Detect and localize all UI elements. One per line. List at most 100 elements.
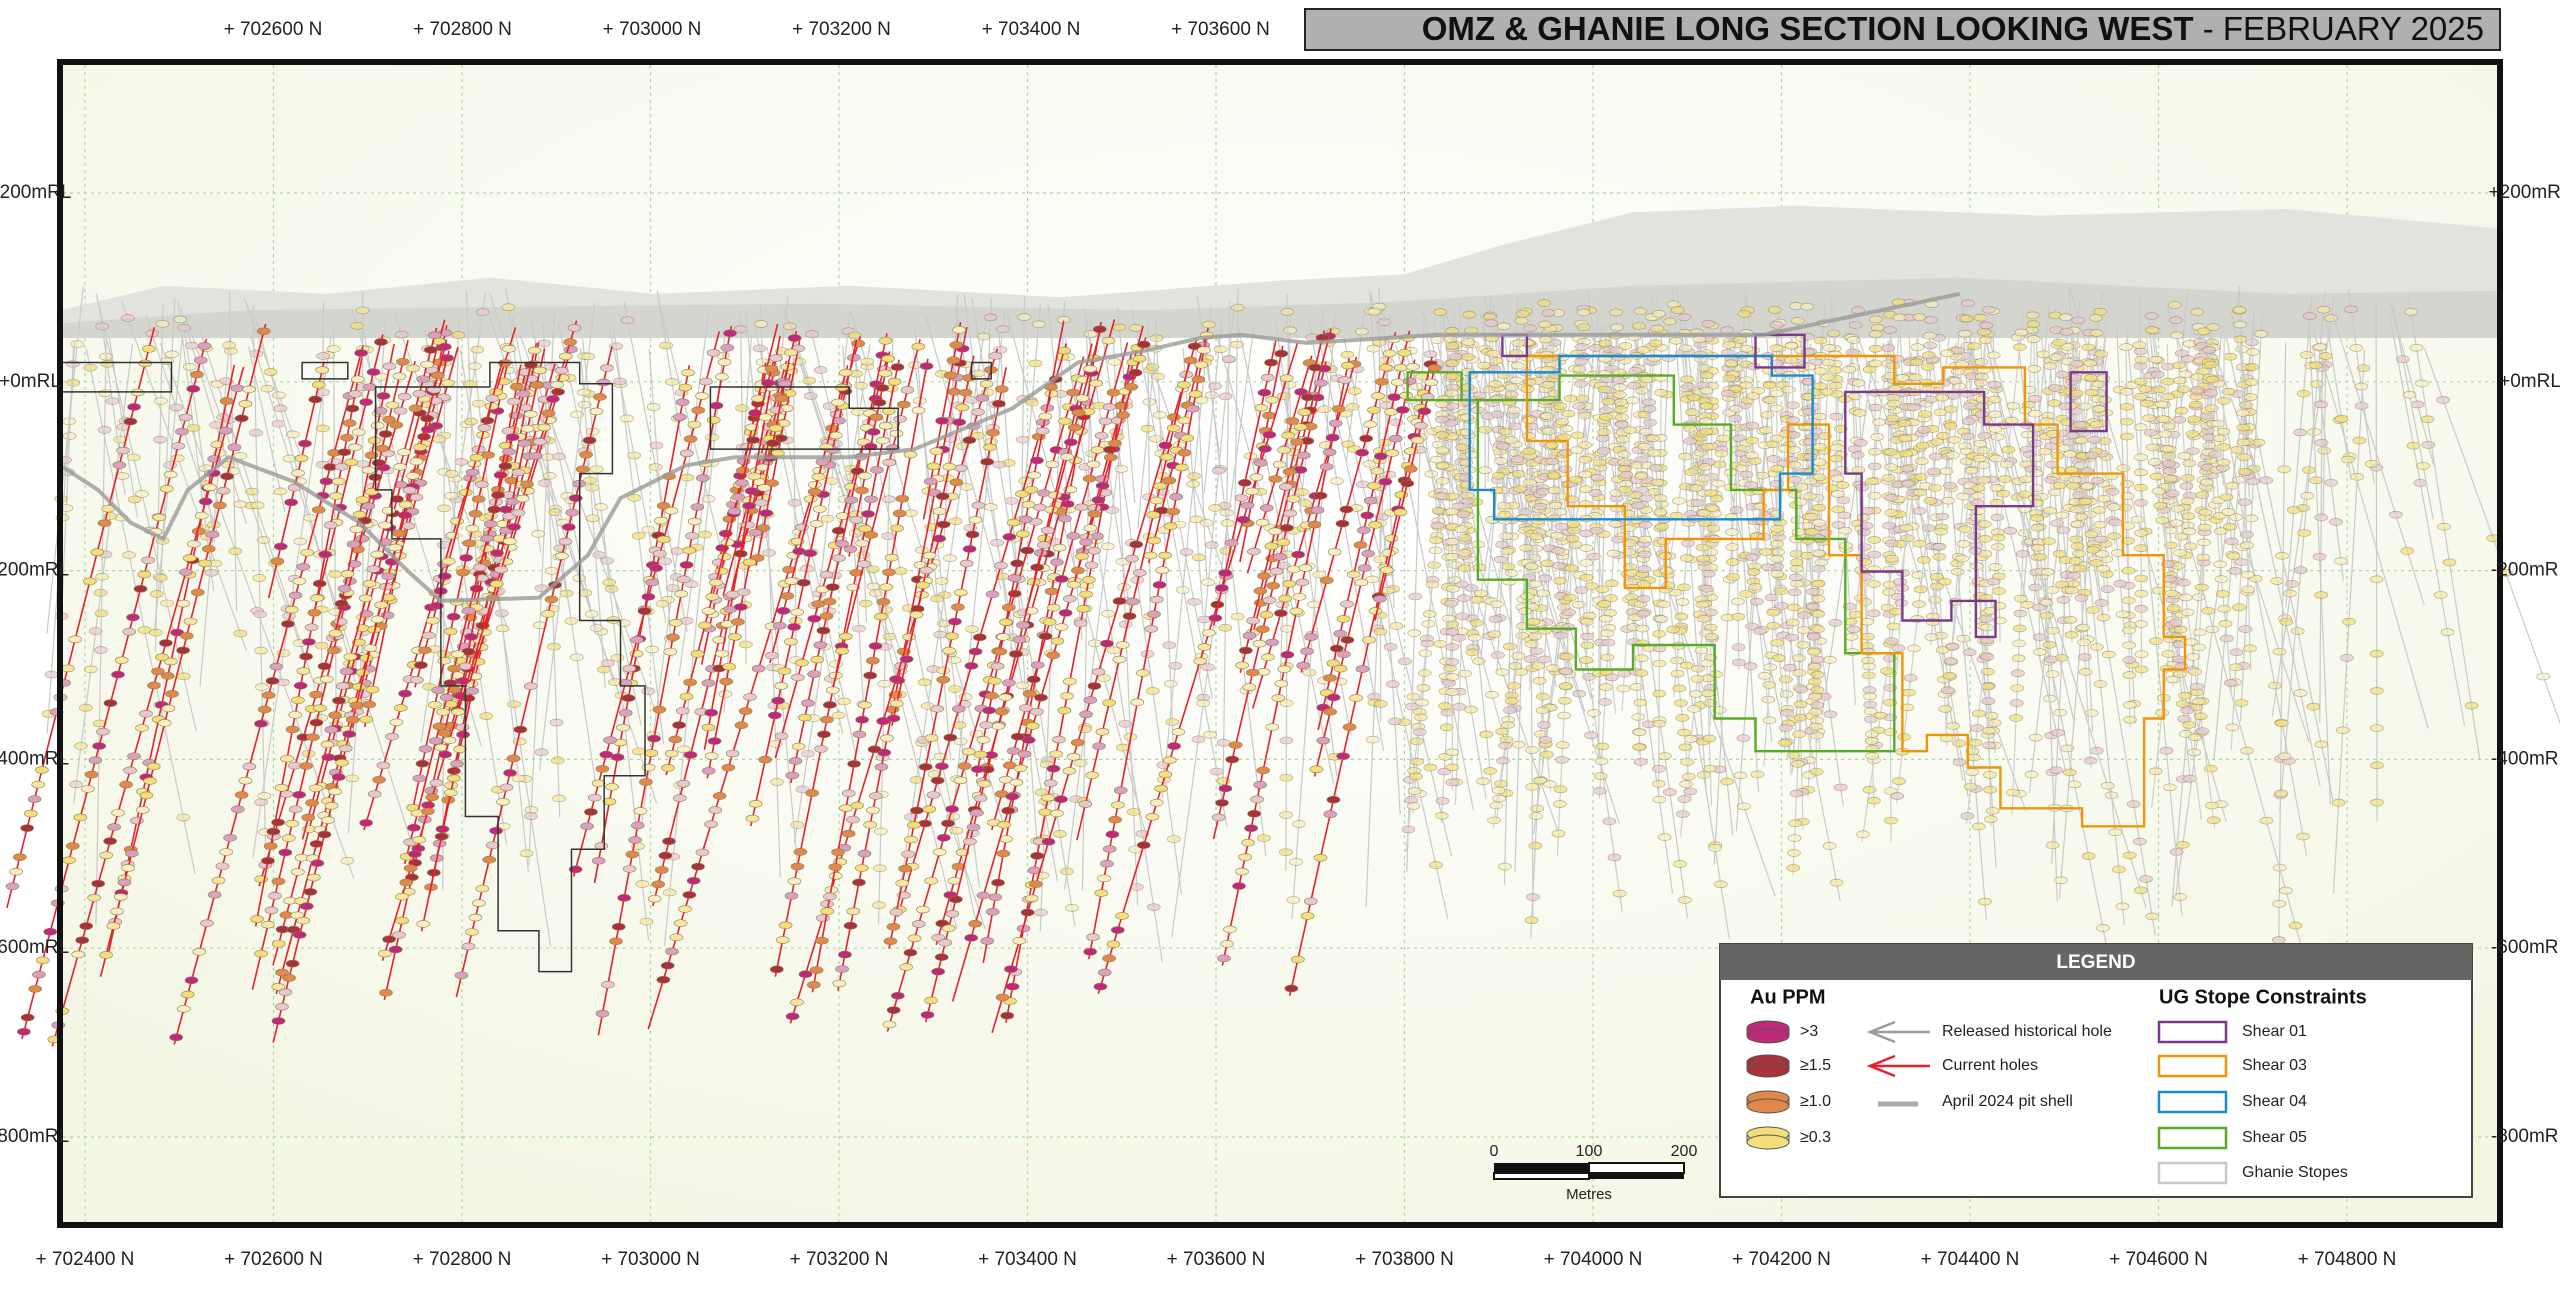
intercept xyxy=(2234,336,2247,343)
intercept xyxy=(1390,622,1403,629)
intercept xyxy=(1163,757,1176,764)
intercept xyxy=(2404,308,2417,315)
intercept xyxy=(2310,362,2323,369)
intercept xyxy=(422,632,435,639)
intercept xyxy=(1523,325,1536,332)
intercept xyxy=(2167,605,2180,612)
intercept xyxy=(814,367,827,374)
intercept xyxy=(2297,390,2310,397)
intercept xyxy=(1223,926,1236,933)
intercept xyxy=(1172,728,1185,735)
intercept xyxy=(111,671,124,678)
intercept xyxy=(2329,518,2342,525)
intercept xyxy=(1618,670,1631,677)
intercept xyxy=(2000,461,2013,468)
intercept xyxy=(1465,451,1478,458)
intercept xyxy=(2114,580,2127,587)
intercept xyxy=(98,426,111,433)
intercept xyxy=(2090,421,2103,428)
intercept xyxy=(1470,596,1483,603)
intercept xyxy=(1479,467,1492,474)
intercept xyxy=(2273,648,2286,655)
intercept xyxy=(94,647,107,654)
intercept xyxy=(1771,510,1784,517)
intercept xyxy=(663,889,676,896)
intercept xyxy=(2211,420,2224,427)
intercept xyxy=(472,400,485,407)
intercept xyxy=(872,902,885,909)
intercept xyxy=(1635,655,1648,662)
intercept xyxy=(1942,497,1955,504)
intercept xyxy=(368,791,381,798)
intercept xyxy=(1155,785,1168,792)
intercept xyxy=(1745,452,1758,459)
intercept xyxy=(1811,656,1824,663)
intercept xyxy=(2220,635,2233,642)
intercept xyxy=(274,405,287,412)
intercept xyxy=(1475,590,1488,597)
intercept xyxy=(1924,342,1937,349)
intercept xyxy=(2421,416,2434,423)
intercept xyxy=(1927,468,1940,475)
intercept xyxy=(1993,588,2006,595)
intercept xyxy=(1571,432,1584,439)
intercept xyxy=(1633,323,1646,330)
intercept xyxy=(1202,579,1215,586)
intercept xyxy=(1446,689,1459,696)
intercept xyxy=(1679,453,1692,460)
intercept xyxy=(1983,742,1996,749)
intercept xyxy=(1923,332,1936,339)
intercept xyxy=(199,560,212,567)
intercept xyxy=(198,342,211,349)
intercept xyxy=(692,863,705,870)
intercept xyxy=(1382,549,1395,556)
intercept xyxy=(1277,446,1290,453)
intercept xyxy=(1047,604,1060,611)
intercept xyxy=(456,724,469,731)
intercept xyxy=(2179,692,2192,699)
intercept xyxy=(2053,550,2066,557)
intercept xyxy=(1548,487,1561,494)
intercept xyxy=(2334,558,2347,565)
intercept xyxy=(997,850,1010,857)
intercept xyxy=(1982,683,1995,690)
intercept xyxy=(1891,792,1904,799)
intercept xyxy=(1029,881,1042,888)
intercept xyxy=(1813,474,1826,481)
intercept xyxy=(486,395,499,402)
intercept xyxy=(2123,701,2136,708)
intercept xyxy=(1369,607,1382,614)
intercept xyxy=(1280,812,1293,819)
intercept xyxy=(74,814,87,821)
intercept xyxy=(1702,320,1715,327)
intercept xyxy=(876,437,889,444)
intercept xyxy=(426,617,439,624)
intercept xyxy=(887,1007,900,1014)
intercept xyxy=(981,937,994,944)
intercept xyxy=(2278,753,2291,760)
intercept xyxy=(2095,536,2108,543)
intercept xyxy=(2245,379,2258,386)
intercept xyxy=(1801,303,1814,310)
intercept xyxy=(2176,841,2189,848)
intercept xyxy=(1904,674,1917,681)
intercept xyxy=(2163,575,2176,582)
intercept xyxy=(585,610,598,617)
intercept xyxy=(447,775,460,782)
intercept xyxy=(1511,456,1524,463)
intercept xyxy=(2041,568,2054,575)
intercept xyxy=(1698,509,1711,516)
intercept xyxy=(873,865,886,872)
intercept xyxy=(2203,346,2216,353)
intercept xyxy=(1519,608,1532,615)
intercept xyxy=(289,592,302,599)
intercept xyxy=(2315,741,2328,748)
intercept xyxy=(1656,523,1669,530)
intercept xyxy=(221,473,234,480)
intercept xyxy=(804,496,817,503)
intercept xyxy=(2060,329,2073,336)
intercept xyxy=(140,792,153,799)
intercept xyxy=(2181,498,2194,505)
intercept xyxy=(2101,782,2114,789)
